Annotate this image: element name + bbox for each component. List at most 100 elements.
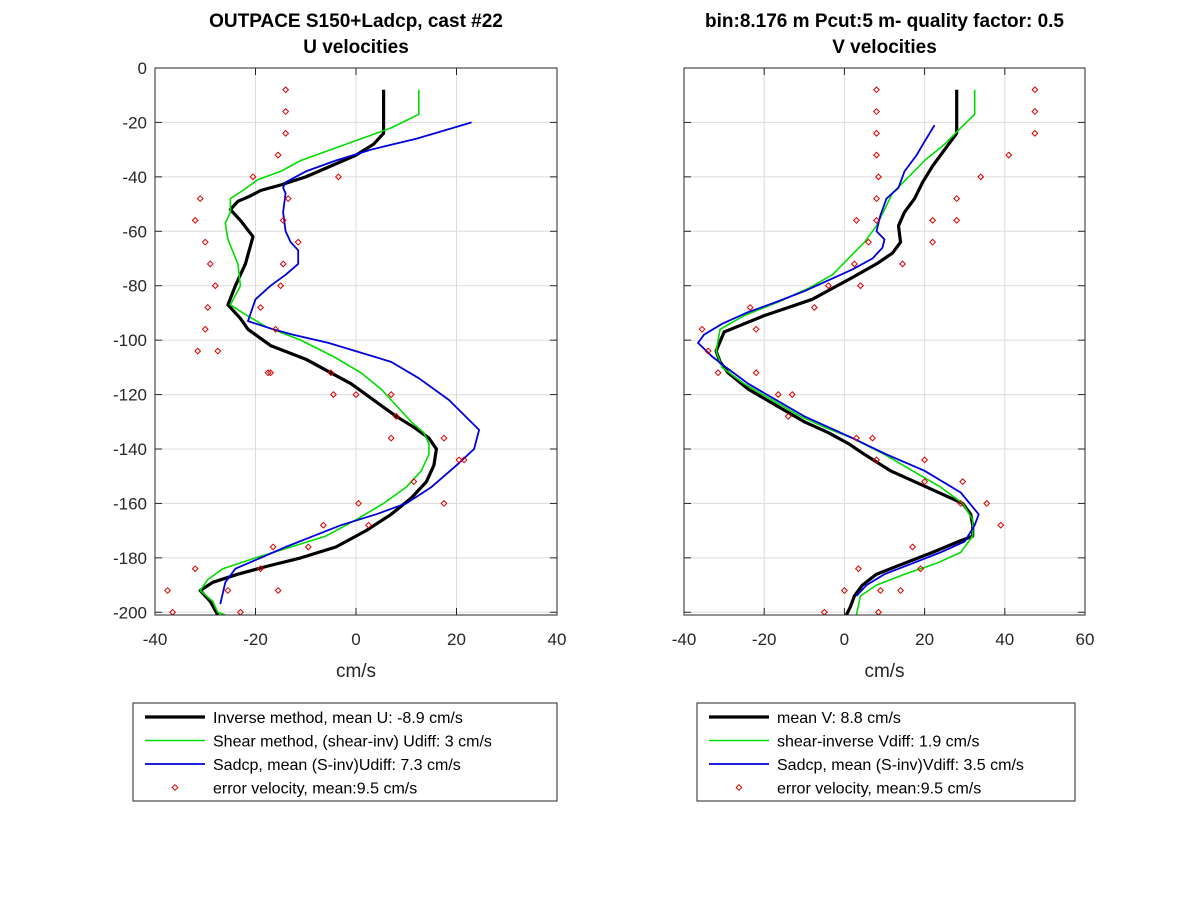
error-velocity-marker — [194, 347, 202, 355]
error-velocity-marker — [460, 456, 468, 464]
error-velocity-marker — [953, 216, 961, 224]
error-velocity-marker — [392, 412, 400, 420]
error-velocity-marker — [204, 303, 212, 311]
legend-label: Shear method, (shear-inv) Udiff: 3 cm/s — [213, 734, 492, 751]
error-velocity-marker — [917, 565, 925, 573]
error-velocity-marker — [267, 369, 275, 377]
error-velocity-marker — [872, 216, 880, 224]
y-tick-label: -160 — [113, 494, 147, 513]
error-velocity-marker — [455, 456, 463, 464]
error-velocity-marker — [269, 543, 277, 551]
error-velocity-marker — [959, 478, 967, 486]
y-tick-label: -180 — [113, 549, 147, 568]
legend-swatch-error — [735, 783, 743, 792]
legend-box — [132, 702, 558, 802]
y-tick-label: -200 — [113, 603, 147, 622]
error-velocity-marker — [820, 608, 828, 615]
error-velocity-marker — [191, 216, 199, 224]
error-velocity-marker — [784, 412, 792, 420]
y-tick-label: -80 — [122, 277, 147, 296]
error-velocity-marker — [329, 391, 337, 399]
error-velocity-marker — [957, 499, 965, 507]
error-velocity-marker — [752, 325, 760, 333]
y-tick-label: -60 — [122, 222, 147, 241]
error-velocity-marker — [236, 608, 244, 615]
error-velocity-marker — [352, 391, 360, 399]
error-velocity-marker — [714, 369, 722, 377]
error-velocity-marker — [440, 434, 448, 442]
error-velocity-marker — [864, 238, 872, 246]
error-velocity-marker — [856, 282, 864, 290]
plot-area — [684, 68, 1085, 615]
y-tick-label: -100 — [113, 331, 147, 350]
series-line-sadcp — [219, 121, 481, 605]
error-velocity-marker — [282, 108, 290, 116]
series-line-shear — [715, 89, 976, 615]
error-velocity-marker — [929, 238, 937, 246]
error-velocity-marker — [327, 369, 335, 377]
error-velocity-marker — [164, 587, 172, 595]
axes-box — [683, 67, 1086, 616]
chart-subtitle: U velocities — [303, 37, 409, 58]
y-tick-label: -40 — [122, 168, 147, 187]
error-velocity-marker — [854, 565, 862, 573]
error-velocity-marker — [169, 608, 177, 615]
error-velocity-marker — [788, 391, 796, 399]
error-velocity-marker — [355, 499, 363, 507]
v-velocity-plot: -40 -20 0 20 40 60 bin:8.176 m Pcut:5 m- quali… — [672, 11, 1095, 682]
error-velocity-marker — [440, 499, 448, 507]
legend-label: mean V: 8.8 cm/s — [777, 710, 901, 727]
legend-label: Inverse method, mean U: -8.9 cm/s — [213, 710, 463, 727]
x-tick-label: 0 — [351, 630, 360, 649]
x-tick-label: -40 — [143, 630, 168, 649]
y-tick-label: -120 — [113, 386, 147, 405]
x-tick-label: -20 — [752, 630, 777, 649]
error-velocity-marker — [211, 282, 219, 290]
u-velocity-legend: Inverse method, mean U: -8.9 cm/s Shear m… — [132, 702, 558, 802]
error-velocity-marker — [868, 434, 876, 442]
v-velocity-legend: mean V: 8.8 cm/s shear-inverse Vdiff: 1.9… — [696, 702, 1076, 802]
error-velocity-marker — [810, 303, 818, 311]
error-velocity-marker — [257, 303, 265, 311]
error-velocity-marker — [698, 325, 706, 333]
error-velocity-marker — [334, 173, 342, 181]
series-line-inverse — [714, 89, 975, 615]
error-velocity-marker — [224, 587, 232, 595]
error-velocity-marker — [977, 173, 985, 181]
error-velocity-marker — [196, 195, 204, 203]
error-velocity-marker — [319, 521, 327, 529]
x-tick-label: 20 — [447, 630, 466, 649]
x-tick-label: -40 — [672, 630, 697, 649]
error-velocity-marker — [274, 587, 282, 595]
error-velocity-marker — [704, 347, 712, 355]
error-velocity-marker — [872, 108, 880, 116]
x-tick-label: 60 — [1076, 630, 1095, 649]
error-velocity-marker — [840, 587, 848, 595]
x-tick-label: 40 — [995, 630, 1014, 649]
error-velocity-marker — [909, 543, 917, 551]
error-velocity-marker — [874, 608, 882, 615]
error-velocity-marker — [206, 260, 214, 268]
x-tick-label: 20 — [915, 630, 934, 649]
x-tick-label: -20 — [243, 630, 268, 649]
error-velocity-marker — [850, 260, 858, 268]
error-velocity-marker — [921, 456, 929, 464]
error-velocity-marker — [1031, 129, 1039, 137]
x-tick-label: 40 — [548, 630, 567, 649]
error-velocity-marker — [774, 391, 782, 399]
error-velocity-marker — [872, 456, 880, 464]
error-velocity-marker — [191, 565, 199, 573]
error-velocity-marker — [921, 478, 929, 486]
error-velocity-marker — [1031, 108, 1039, 116]
series-line-sadcp — [697, 124, 980, 597]
error-velocity-marker — [282, 86, 290, 94]
u-velocity-plot: -40 -20 0 20 400-20-40-60-80-100-120-140-160… — [113, 11, 566, 682]
legend-swatch-error — [171, 783, 179, 792]
error-velocity-marker — [872, 86, 880, 94]
error-velocity-marker — [272, 325, 280, 333]
legend-label: shear-inverse Vdiff: 1.9 cm/s — [777, 734, 979, 751]
chart-title: OUTPACE S150+Ladcp, cast #22 — [209, 11, 503, 32]
data-layer — [697, 86, 1039, 615]
error-velocity-marker — [284, 195, 292, 203]
